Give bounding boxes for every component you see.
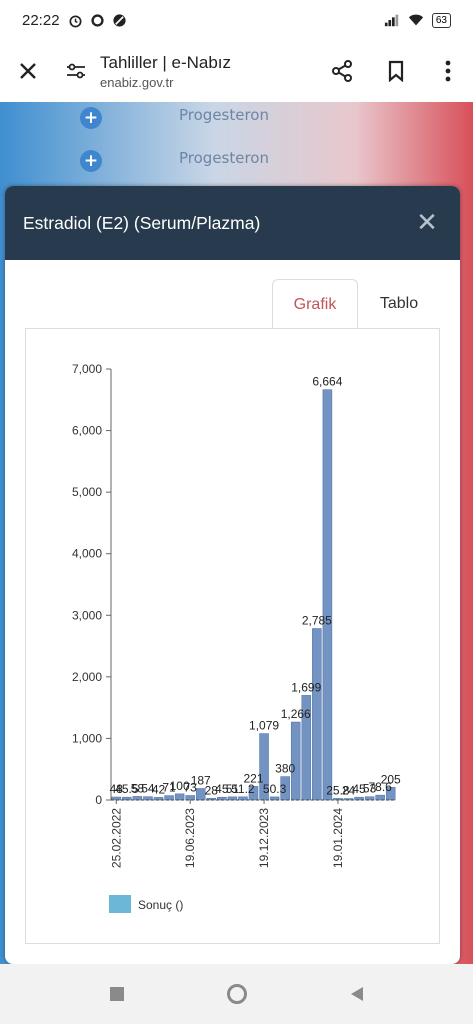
row-label-progesteron-2: Progesteron [179,149,269,167]
data-label: 45 [352,782,366,796]
status-time: 22:22 [22,11,60,29]
expand-row-progesteron-1[interactable]: + [80,98,102,138]
y-tick-label: 6,000 [72,424,102,438]
bar [174,793,185,801]
tab-tablo[interactable]: Tablo [379,295,419,312]
browser-toolbar: Tahliller | e-Nabız enabiz.gov.tr [0,40,473,102]
data-label: 2,785 [302,614,332,628]
page-title: Tahliller | e-Nabız [100,52,232,72]
y-tick-label: 1,000 [72,731,102,745]
whatsapp-icon [90,12,106,28]
row-label-progesteron-1: Progesteron [179,106,269,124]
data-label: 50.3 [263,782,287,796]
modal-header: Estradiol (E2) (Serum/Plazma) ✕ [5,186,460,260]
share-button[interactable] [315,43,369,99]
bar [185,795,195,801]
bar [132,796,143,801]
back-button[interactable] [342,979,372,1009]
more-menu-button[interactable] [423,43,473,99]
home-button[interactable] [222,979,252,1009]
estradiol-bar-chart: 01,0002,0003,0004,0005,0006,0007,0004845… [72,362,401,913]
expand-row-progesteron-2[interactable]: + [80,141,102,181]
x-tick-label: 25.02.2022 [109,808,123,868]
bar [269,796,280,801]
x-tick-label: 19.12.2023 [257,808,271,868]
data-label: 45 [215,782,229,796]
data-label: 53 [363,782,377,796]
data-label: 1,699 [291,680,321,694]
bar [290,721,301,801]
chart-panel: 0 1,000 2,000 3,000 4,000 5,000 6,000 7,000 48 45… [25,328,440,944]
data-label: 71 [162,781,176,795]
tune-icon [67,63,85,79]
data-label: 28 [205,783,219,797]
home-circle-icon [226,984,247,1004]
plus-circle-icon: + [80,107,102,129]
share-icon [332,60,352,82]
status-bar: 22:22 63 [0,0,473,40]
data-label: 42 [152,782,166,796]
data-label: 48 [110,782,124,796]
bar [164,795,174,801]
bar [364,796,375,801]
bar [375,794,385,801]
legend-label: Sonuç () [138,898,183,912]
y-tick-label: 0 [95,793,102,807]
data-label: 78.6 [368,780,392,794]
data-label: 221 [243,771,263,785]
bar [312,628,322,801]
data-label: 54 [141,782,155,796]
battery-icon: 63 [431,12,451,28]
bar [354,796,364,801]
data-label: 205 [381,772,401,786]
y-tick-label: 3,000 [72,608,102,622]
x-tick-label: 19.01.2024 [331,808,345,868]
data-label: 45.5 [115,782,139,796]
alarm-icon [68,12,84,28]
data-label: 24 [342,784,356,798]
view-tabs: Grafik Tablo [272,279,440,329]
y-tick-label: 2,000 [72,670,102,684]
data-label: 6,664 [312,375,342,389]
signal-icon [384,12,400,28]
data-label: 1,266 [281,707,311,721]
data-label: 73 [183,781,197,795]
page-url: enabiz.gov.tr [100,74,174,90]
data-label: 51.2 [231,782,255,796]
close-icon[interactable]: ✕ [416,208,438,238]
y-tick-label: 7,000 [72,362,102,376]
plus-circle-icon: + [80,150,102,172]
close-tab-button[interactable] [0,43,56,99]
x-tick-label: 19.06.2023 [183,808,197,868]
data-label: 100 [170,779,190,793]
data-label: 1,079 [249,719,279,733]
site-settings-button[interactable] [56,43,96,99]
system-nav-bar [0,964,473,1024]
square-nav-icon [109,987,124,1001]
bar [385,787,396,801]
bookmark-icon [388,60,404,82]
modal-title: Estradiol (E2) (Serum/Plazma) [23,212,261,233]
close-icon [20,63,36,79]
wifi-icon [408,12,424,28]
data-label: 58 [131,781,145,795]
blocked-icon [112,12,128,28]
page-title-block: Tahliller | e-Nabız enabiz.gov.tr [96,53,315,90]
back-triangle-icon [350,987,363,1001]
legend-swatch [109,895,131,913]
data-label: 25.8 [326,783,350,797]
data-label: 380 [275,762,295,776]
data-label: 187 [191,773,211,787]
y-tick-label: 4,000 [72,547,102,561]
bar [322,389,333,801]
more-vert-icon [445,60,451,82]
result-modal: Estradiol (E2) (Serum/Plazma) ✕ Grafik T… [5,186,460,964]
data-label: 51 [226,782,240,796]
recents-button[interactable] [102,979,132,1009]
bar [280,776,290,801]
bar [195,788,206,801]
tab-grafik[interactable]: Grafik [272,279,358,329]
bookmark-button[interactable] [369,43,423,99]
y-tick-label: 5,000 [72,485,102,499]
